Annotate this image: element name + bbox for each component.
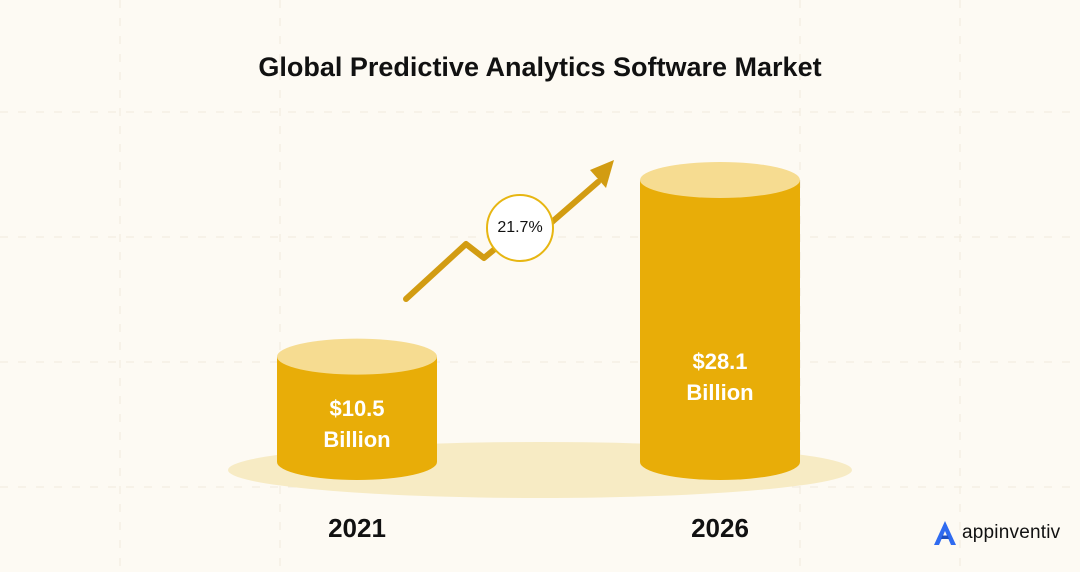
bar-top-2021 bbox=[277, 339, 437, 375]
brand-logo: appinventiv bbox=[932, 518, 1060, 548]
bar-body-2026 bbox=[640, 180, 800, 480]
x-tick-label-2021: 2021 bbox=[277, 513, 437, 544]
value-label-2021: $10.5 Billion bbox=[277, 393, 437, 455]
appinventiv-logo-icon bbox=[932, 519, 958, 547]
value-label-2026: $28.1 Billion bbox=[640, 346, 800, 408]
bar-2026 bbox=[640, 162, 800, 480]
value-amount-2026: $28.1 bbox=[640, 346, 800, 377]
chart-title: Global Predictive Analytics Software Mar… bbox=[0, 52, 1080, 83]
value-unit-2026: Billion bbox=[640, 377, 800, 408]
bar-top-2026 bbox=[640, 162, 800, 198]
x-tick-label-2026: 2026 bbox=[640, 513, 800, 544]
brand-name: appinventiv bbox=[962, 522, 1060, 544]
value-unit-2021: Billion bbox=[277, 424, 437, 455]
value-amount-2021: $10.5 bbox=[277, 393, 437, 424]
cagr-value: 21.7% bbox=[497, 219, 542, 237]
cagr-badge: 21.7% bbox=[486, 194, 554, 262]
